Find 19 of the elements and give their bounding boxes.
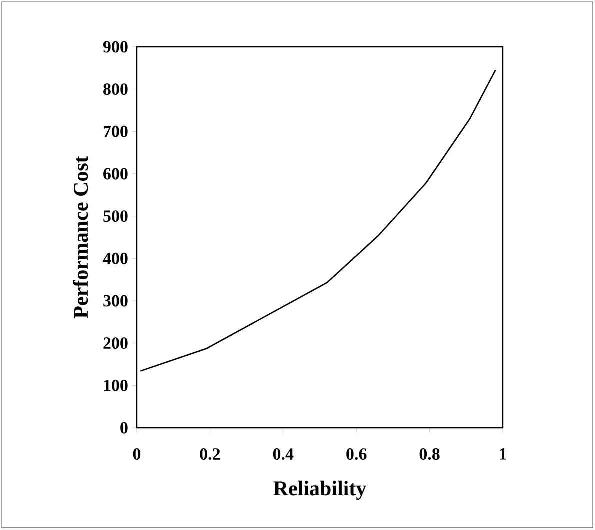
x-axis-title: Reliability xyxy=(274,480,366,500)
x-tick-label: 0 xyxy=(133,448,141,460)
y-tick-label: 200 xyxy=(104,338,128,350)
y-tick-label: 600 xyxy=(104,168,128,180)
y-tick-label: 400 xyxy=(103,252,128,264)
y-tick-label: 500 xyxy=(104,210,128,222)
y-axis-title: Performance Cost xyxy=(73,156,88,318)
y-tick-label: 100 xyxy=(104,380,128,392)
x-tick-label: 0.2 xyxy=(200,448,220,460)
y-tick-label: 700 xyxy=(104,126,128,138)
x-tick-label: 1 xyxy=(500,448,506,460)
x-tick-label: 0.4 xyxy=(273,448,294,460)
x-tick-label: 0.8 xyxy=(420,448,440,460)
y-tick-label: 800 xyxy=(104,84,128,96)
y-tick-label: 300 xyxy=(104,295,128,307)
y-tick-label: 0 xyxy=(120,422,128,434)
y-tick-label: 900 xyxy=(103,41,128,53)
x-tick-label: 0.6 xyxy=(346,448,367,460)
line-series xyxy=(140,70,496,372)
